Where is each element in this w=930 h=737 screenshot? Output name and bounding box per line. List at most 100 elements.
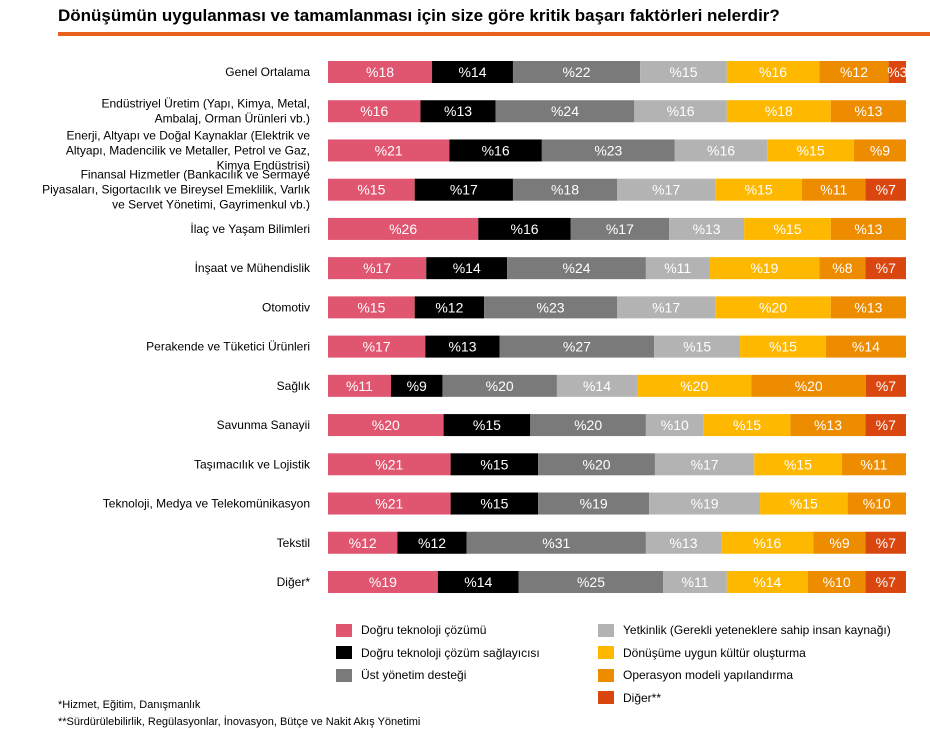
bar-segment [328,531,398,554]
bar-segment [715,178,802,201]
bar-segment [426,257,508,280]
bar-segment [740,335,826,358]
legend-label: Doğru teknoloji çözüm sağlayıcısı [361,645,540,660]
data-label: %20 [759,299,787,315]
bar-segment [328,374,391,397]
data-label: %11 [664,260,691,276]
data-label: %15 [357,299,385,315]
category-label: Taşımacılık ve Lojistik [194,457,311,471]
bar-segment [825,335,906,358]
data-label: %13 [448,339,476,355]
data-label: %13 [693,221,721,237]
legend-item: Dönüşüme uygun kültür oluşturma [598,646,806,660]
data-label: %15 [790,496,818,512]
bar-segment [420,100,496,123]
data-label: %20 [583,456,611,472]
data-label: %11 [682,574,709,590]
data-label: %13 [669,535,697,551]
data-label: %17 [652,182,680,198]
data-label: %23 [594,142,622,158]
bar-segment [721,531,814,554]
data-label: %14 [464,574,492,590]
bar-segment [853,139,906,162]
legend-swatch [336,623,352,637]
data-label: %16 [360,103,388,119]
data-label: %12 [418,535,446,551]
data-label: %15 [733,417,761,433]
bar-segment [328,453,451,476]
category-label: Finansal Hizmetler (Bankacılık ve Sermay… [42,168,311,212]
data-label: %21 [375,456,403,472]
data-label: %14 [753,574,781,590]
legend-label: Diğer** [623,690,662,705]
bar-segment [484,296,617,319]
data-label: %13 [854,299,882,315]
legend-item: Operasyon modeli yapılandırma [598,668,793,682]
data-label: %19 [580,496,608,512]
data-label: %13 [854,103,882,119]
bar-segment [466,531,646,554]
data-label: %3 [887,64,907,80]
bar-segment [538,492,650,515]
data-label: %20 [680,378,708,394]
data-label: %14 [852,339,880,355]
bar-segment [328,296,415,319]
category-label: Savunma Sanayii [217,418,310,432]
bar-segment [865,531,906,554]
bar-segment [449,139,542,162]
bar-segment [888,61,906,83]
data-label: %20 [795,378,823,394]
legend-label: Operasyon modeli yapılandırma [623,668,794,682]
title-underline [58,32,930,36]
bar-segment [813,531,866,554]
data-label: %17 [691,456,719,472]
data-label: %24 [563,260,591,276]
bar-segment [328,257,427,280]
bar-segment [530,414,646,437]
bar-segment [328,335,426,358]
data-label: %18 [366,64,394,80]
bar-segment [703,414,791,437]
data-label: %7 [876,574,896,590]
bar-segment [709,257,820,280]
data-label: %15 [669,64,697,80]
data-label: %11 [860,456,887,472]
data-label: %9 [407,378,427,394]
data-label: %16 [707,142,735,158]
data-label: %13 [814,417,842,433]
bar-segment [328,139,450,162]
data-label: %18 [551,182,579,198]
bar-segment [865,374,906,397]
bar-segment [512,61,641,83]
legend-swatch [598,691,614,704]
category-label: İlaç ve Yaşam Bilimleri [190,222,310,236]
category-label: Diğer* [277,575,311,589]
data-label: %14 [458,64,486,80]
data-label: %9 [870,142,890,158]
bar-segment [437,570,519,593]
bar-segment [328,492,451,515]
bar-segment [819,257,866,280]
bar-segment [328,570,438,593]
data-label: %17 [363,260,391,276]
bar-segment [617,296,716,319]
data-label: %16 [759,64,787,80]
bar-segment [328,414,444,437]
data-label: %15 [480,456,508,472]
data-label: %23 [537,299,565,315]
category-label: Sağlık [277,379,311,393]
data-label: %16 [482,142,510,158]
data-label: %15 [797,142,825,158]
category-label: Tekstil [277,536,310,550]
data-label: %15 [357,182,385,198]
data-label: %15 [769,339,797,355]
legend-item: Doğru teknoloji çözüm sağlayıcısı [336,646,540,660]
data-label: %15 [745,182,773,198]
bar-segment [830,296,906,319]
data-label: %11 [346,378,373,394]
data-label: %7 [876,260,896,276]
bar-segment [432,61,513,83]
bar-segment [807,570,866,593]
data-label: %20 [372,417,400,433]
data-label: %25 [577,574,605,590]
